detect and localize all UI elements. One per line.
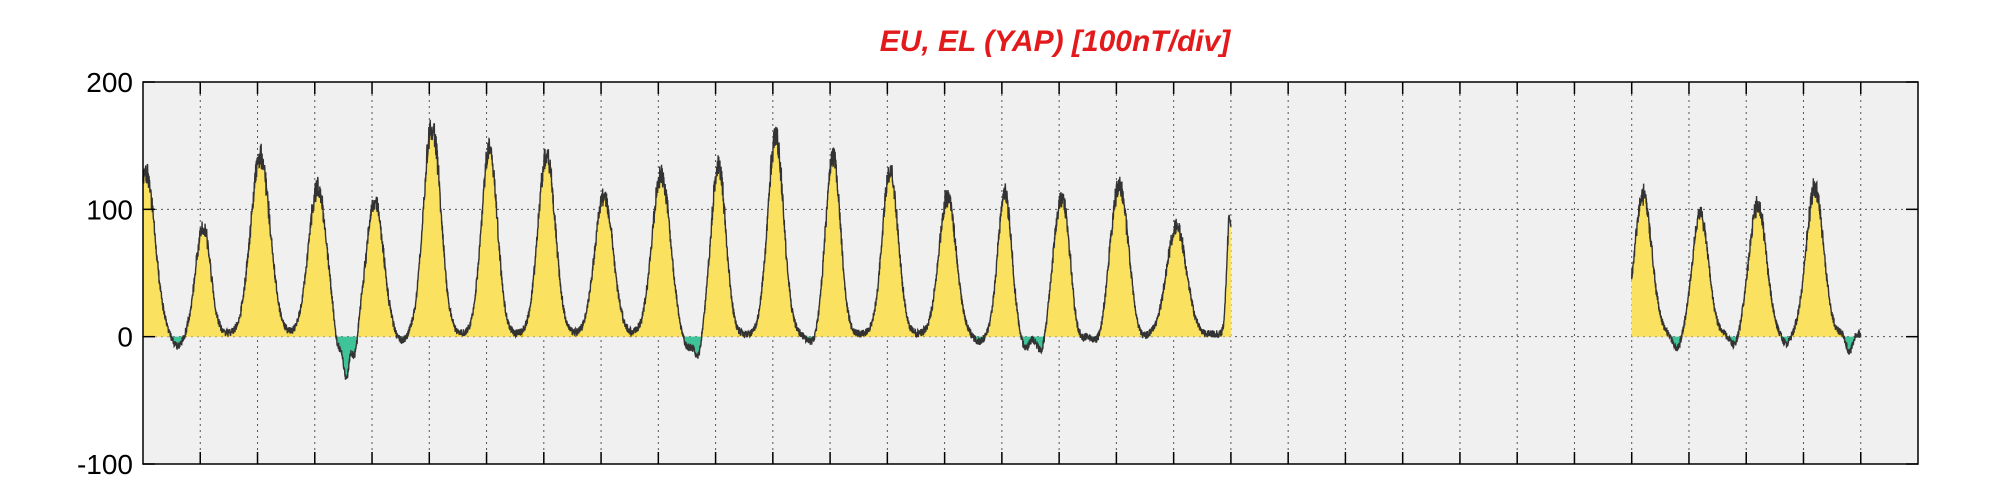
series-line (1631, 178, 1862, 355)
y-tick-labels: 200 100 0 -100 (77, 67, 133, 480)
y-tick-label: -100 (77, 449, 133, 480)
data-lines (142, 119, 1862, 380)
y-tick-label: 0 (117, 322, 133, 353)
chart-title: EU, EL (YAP) [100nT/div] (880, 25, 1232, 58)
y-tick-label: 100 (86, 194, 133, 225)
plot-frame (142, 81, 1919, 465)
series-line (142, 119, 1232, 380)
y-tick-label: 200 (86, 67, 133, 98)
area-hatch (1631, 181, 1860, 337)
